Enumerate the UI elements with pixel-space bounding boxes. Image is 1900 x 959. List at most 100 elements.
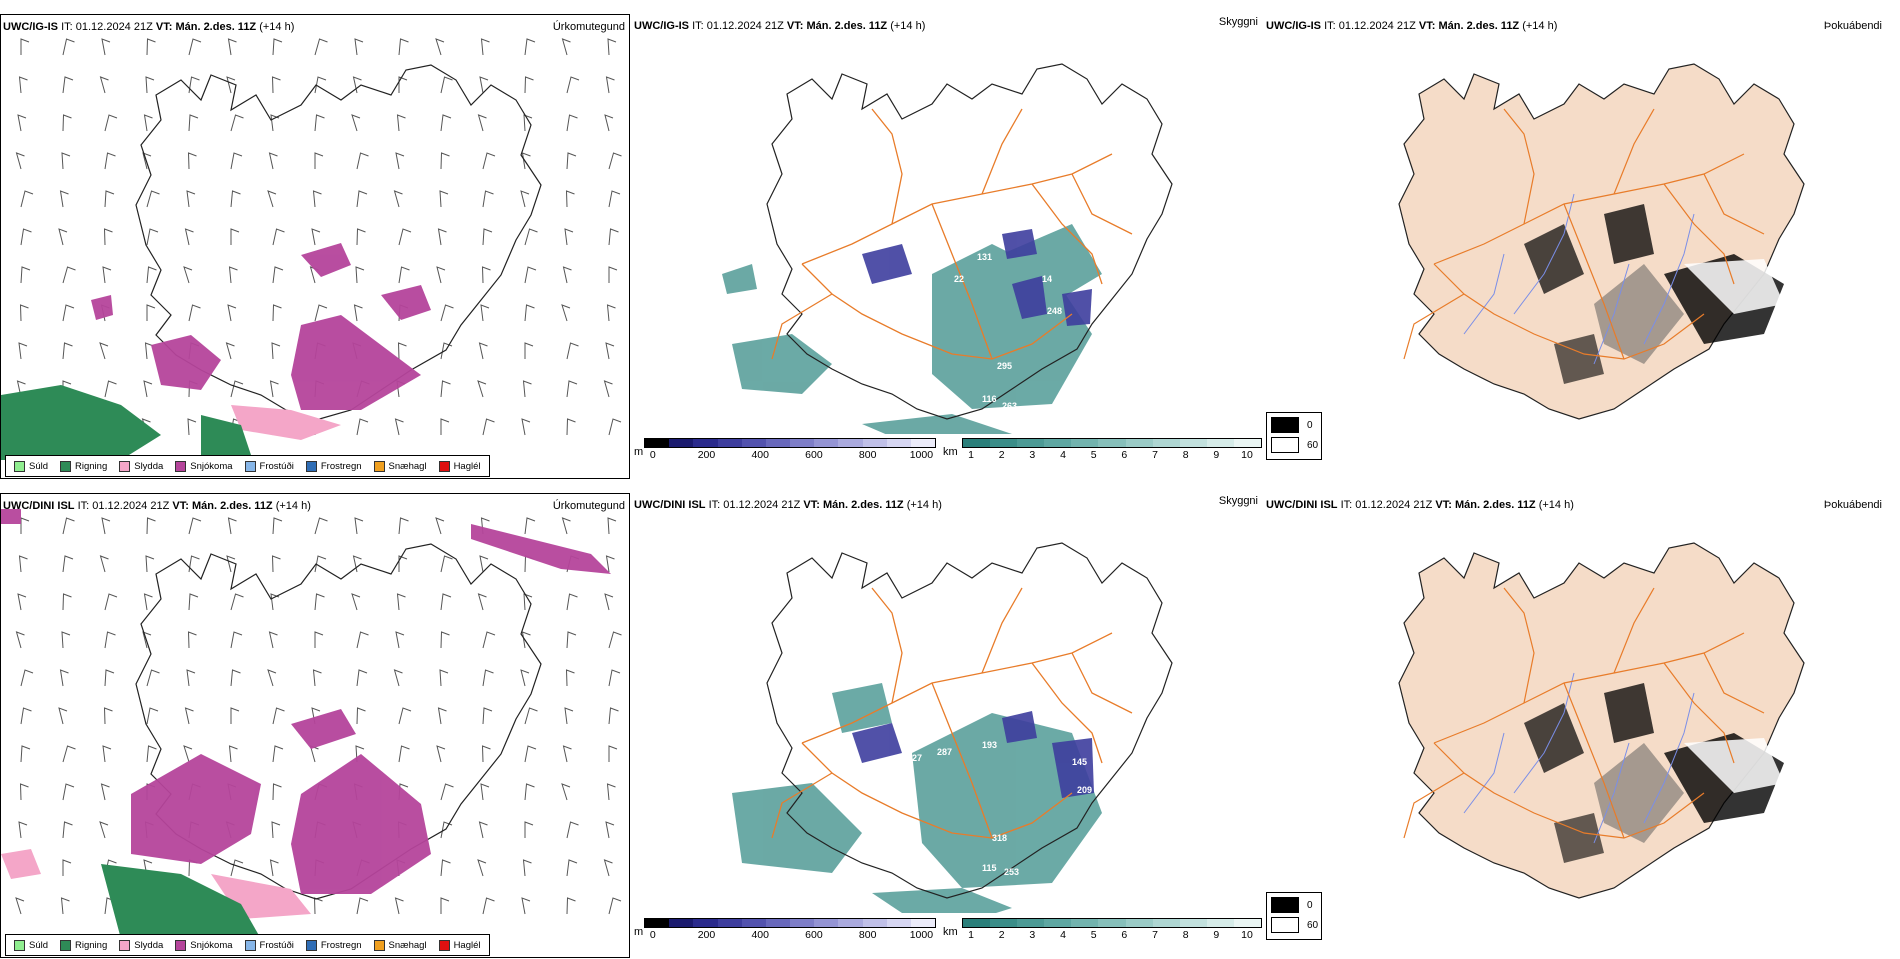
scale-swatch [693,919,718,927]
scale-swatch [1044,439,1072,447]
wind-barb [439,190,449,208]
wind-barb [102,266,112,284]
cloudbase-label: 131 [977,252,992,262]
wind-barb [272,783,282,801]
legend-swatch [175,939,187,951]
scale-swatch [886,439,911,447]
legend-label: Haglél [453,460,481,472]
wind-barb [566,152,577,170]
wind-barb [481,745,491,763]
wind-barb [356,707,366,725]
wind-barb [440,593,452,611]
wind-barb [267,190,277,208]
iceland-outline [135,64,542,421]
scale-tick: 7 [1152,449,1158,461]
wind-barb [521,418,531,436]
wind-barb [482,897,495,915]
legend-swatch [373,939,385,951]
wind-barb [146,745,157,763]
legend-label: Slydda [134,460,164,472]
legend-item: Súld [14,939,48,951]
wind-barb [271,555,281,573]
wind-barb [271,821,281,839]
wind-barb [103,228,113,246]
wind-barb [606,304,616,322]
wind-barb [520,669,530,687]
scale-swatch [1179,439,1207,447]
cloudbase-labels: 13 22 131 14 248 315 244 295 116 263 309 [832,252,1137,411]
wind-barb [356,418,369,436]
wind-barb [436,266,446,284]
wind-barb [19,304,29,322]
wind-barb [608,228,619,246]
wind-barb [18,76,28,94]
visibility-areas [722,224,1102,434]
wind-barb [480,304,490,322]
scale-tick: 1000 [909,929,934,941]
wind-barb [478,821,488,839]
wind-barb [143,593,153,611]
wind-barb [62,517,75,535]
scale-swatch [1206,439,1234,447]
wind-barb [142,152,152,170]
wind-barb [482,228,493,246]
scale-tick: 800 [858,929,877,941]
wind-barb [60,897,70,915]
wind-barb [524,342,534,359]
wind-barb [62,859,72,876]
scale-swatch [886,919,911,927]
wind-barb [271,342,281,360]
wind-barb [20,190,34,208]
wind-barb [62,114,72,132]
wind-barb [62,593,72,611]
road [1703,652,1765,714]
fog-panel-row1: UWC/IG-IS IT: 01.12.2024 21Z VT: Mán. 2.… [1264,14,1894,479]
panel-title: UWC/IG-IS IT: 01.12.2024 21Z VT: Mán. 2.… [3,21,295,33]
visibility-swatches [962,438,1262,448]
legend-label: Snjókoma [190,939,233,951]
wind-barb [524,304,535,322]
cloudbase-label: 22 [954,274,964,284]
cloudbase-swatches [644,438,936,448]
wind-barb [272,228,285,246]
iceland-outline [135,543,542,900]
road [1563,203,1625,360]
wind-barb [146,38,156,56]
wind-barb [605,76,615,94]
scale-tick: 1 [968,929,974,941]
scale-swatch [645,919,670,927]
scale-swatch [963,439,991,447]
wind-barb [62,783,75,801]
wind-barb [395,152,405,170]
scale-tick: 5 [1090,449,1097,461]
wind-barb [144,342,154,360]
scale-swatch [838,919,863,927]
scale-tick: 8 [1182,929,1189,941]
scale-swatch [814,919,839,927]
wind-barb [272,304,282,322]
scale-tick: 5 [1090,929,1097,941]
wind-barb [524,783,535,801]
fog-scale: 0 60 [1266,892,1322,940]
wind-barb [608,418,622,436]
legend-item: Frostregn [305,460,362,472]
wind-barb [396,114,406,132]
road [1613,108,1655,195]
wind-barb [477,859,487,877]
wind-barb [184,228,194,246]
cloudbase-label: 263 [1002,401,1017,411]
scale-swatch [1152,919,1180,927]
wind-barb [565,190,575,208]
scale-swatch [814,439,839,447]
wind-barb [566,380,578,398]
scale-swatch [1017,439,1045,447]
scale-swatch [1152,439,1180,447]
wind-barb [482,190,494,208]
scale-tick: 2 [998,929,1005,941]
wind-barb [62,745,76,763]
road [1663,183,1735,285]
precip-panel-row1: UWC/IG-IS IT: 01.12.2024 21Z VT: Mán. 2.… [0,14,630,479]
wind-barb [440,342,453,360]
wind-barb [608,745,618,762]
legend-item: Snjókoma [175,460,233,472]
